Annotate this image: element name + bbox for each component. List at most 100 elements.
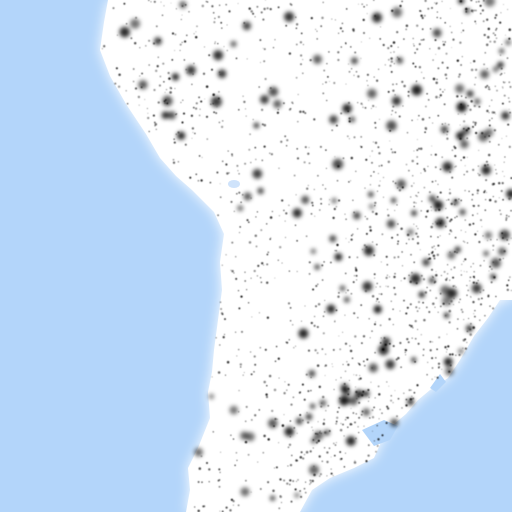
population-dot: [477, 279, 479, 282]
population-dot: [503, 81, 505, 84]
population-dot: [229, 405, 239, 415]
population-dot: [313, 473, 316, 477]
population-dot: [321, 279, 324, 281]
population-dot: [256, 275, 259, 277]
population-dot: [171, 32, 175, 35]
population-dot: [347, 387, 350, 391]
population-dot: [357, 102, 359, 104]
population-dot: [330, 261, 332, 264]
population-dot: [226, 24, 228, 26]
population-dot: [479, 291, 482, 293]
population-dot: [368, 318, 370, 320]
population-dot: [495, 295, 497, 298]
population-dot: [221, 27, 223, 29]
population-dot: [408, 324, 411, 327]
population-dot: [402, 105, 404, 107]
population-dot: [358, 396, 360, 398]
population-dot: [366, 358, 369, 361]
population-dot: [417, 227, 419, 230]
population-dot: [421, 28, 424, 31]
population-dot: [233, 272, 235, 274]
population-dot: [201, 156, 203, 158]
population-dot: [475, 282, 478, 285]
population-dot: [347, 101, 351, 105]
population-dot: [284, 236, 287, 239]
population-dot: [453, 304, 454, 306]
population-dot: [492, 182, 496, 186]
population-dot: [358, 401, 361, 404]
population-dot: [224, 374, 227, 376]
population-dot: [172, 161, 176, 164]
population-dot: [494, 164, 496, 166]
population-dot: [292, 103, 294, 104]
population-dot: [469, 328, 472, 331]
population-dot: [394, 210, 396, 211]
population-dot: [430, 268, 434, 271]
population-dot: [277, 108, 279, 111]
population-dot: [435, 3, 437, 5]
population-dot: [156, 65, 159, 68]
population-dot: [385, 255, 388, 258]
population-dot: [379, 38, 382, 40]
population-dot: [464, 189, 466, 192]
population-dot: [348, 396, 358, 406]
population-dot: [324, 364, 328, 367]
population-dot: [114, 82, 117, 85]
population-dot: [245, 115, 247, 117]
population-dot: [437, 362, 441, 365]
population-dot: [434, 166, 437, 169]
population-dot: [369, 184, 372, 186]
population-dot: [503, 175, 505, 177]
population-dot: [466, 271, 468, 273]
population-dot: [452, 199, 459, 206]
population-dot: [154, 69, 158, 73]
population-dot: [154, 123, 158, 126]
population-dot: [321, 264, 324, 267]
population-dot: [309, 450, 312, 453]
population-dot: [420, 39, 422, 41]
population-dot: [295, 23, 299, 26]
population-dot: [385, 276, 388, 280]
population-dot: [189, 176, 192, 179]
population-dot: [442, 41, 444, 43]
population-dot: [358, 363, 361, 365]
population-dot: [380, 337, 382, 339]
population-dot: [412, 397, 415, 400]
population-dot: [487, 153, 491, 157]
population-dot: [487, 35, 490, 39]
population-dot: [167, 71, 170, 75]
population-dot: [160, 1, 162, 3]
population-dot: [390, 395, 392, 397]
population-dot: [163, 81, 165, 83]
population-dot: [257, 461, 259, 463]
population-dot: [200, 179, 203, 182]
population-dot: [449, 229, 452, 232]
population-dot: [269, 7, 272, 11]
population-dot: [443, 312, 450, 319]
population-dot: [132, 68, 135, 70]
population-dot: [437, 114, 440, 117]
population-dot: [304, 491, 307, 494]
population-dot: [296, 432, 298, 434]
population-dot: [231, 269, 234, 273]
population-dot: [245, 432, 255, 442]
population-dot: [418, 147, 420, 150]
population-dot: [101, 48, 103, 50]
population-dot: [469, 280, 471, 282]
population-dot: [192, 73, 194, 75]
population-dot: [388, 276, 391, 278]
population-dot: [148, 39, 151, 42]
population-dot: [258, 312, 260, 314]
population-dot: [393, 286, 396, 289]
population-dot: [387, 90, 390, 93]
population-dot: [223, 46, 225, 48]
population-dot: [484, 136, 486, 138]
population-dot: [357, 425, 359, 428]
population-dot: [220, 308, 223, 310]
population-dot: [323, 447, 326, 449]
population-dot: [417, 329, 419, 330]
population-dot: [473, 9, 476, 12]
population-dot: [173, 141, 176, 144]
